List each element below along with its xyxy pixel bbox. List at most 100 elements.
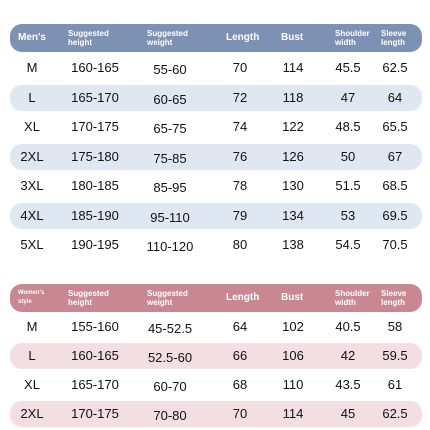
- cell: 58: [387, 319, 403, 334]
- cell: 45: [340, 406, 356, 421]
- cell: 70.5: [382, 237, 408, 252]
- cell: 45.5: [335, 60, 361, 75]
- cell: 69.5: [382, 207, 408, 223]
- cell: 52.5-60: [147, 350, 193, 365]
- cell: 70-80: [153, 408, 187, 423]
- cell: 65.5: [382, 119, 408, 134]
- row-band: [10, 202, 422, 229]
- cell: 79: [232, 207, 248, 223]
- header-cell: Length: [226, 32, 260, 43]
- cell: 85-95: [153, 180, 187, 195]
- cell: 185-190: [71, 207, 119, 223]
- header-cell: Bust: [281, 32, 304, 43]
- cell: 76: [232, 148, 248, 164]
- cell: XL: [24, 377, 40, 392]
- row-band: [10, 401, 422, 427]
- cell: 160-165: [71, 60, 119, 75]
- cell: 134: [282, 207, 304, 223]
- cell: 4XL: [20, 207, 44, 223]
- cell: 48.5: [335, 119, 361, 134]
- cell: 114: [282, 406, 304, 421]
- header-cell: Suggested height: [68, 289, 109, 307]
- cell: 68: [232, 377, 248, 392]
- cell: 51.5: [335, 178, 361, 193]
- cell: 66: [232, 348, 248, 363]
- cell: 53: [340, 207, 356, 223]
- cell: 61: [387, 377, 403, 392]
- cell: 59.5: [382, 348, 408, 363]
- cell: 130: [282, 178, 304, 193]
- cell: 65-75: [153, 121, 187, 136]
- cell: 68.5: [382, 178, 408, 193]
- header-cell: Shoulder width: [335, 289, 370, 307]
- cell: 70: [232, 406, 248, 421]
- cell: 62.5: [382, 406, 408, 421]
- cell: 70: [232, 60, 248, 75]
- row-band: [10, 343, 422, 369]
- cell: 180-185: [71, 178, 119, 193]
- header-cell: Bust: [281, 292, 304, 303]
- cell: 165-170: [71, 89, 119, 105]
- cell: L: [28, 348, 36, 363]
- cell: 40.5: [335, 319, 361, 334]
- cell: 170-175: [71, 119, 119, 134]
- cell: 110: [282, 377, 304, 392]
- cell: M: [26, 319, 38, 334]
- cell: M: [26, 60, 38, 75]
- cell: 72: [232, 89, 248, 105]
- cell: 175-180: [71, 148, 119, 164]
- cell: 42: [340, 348, 356, 363]
- cell: 67: [387, 148, 403, 164]
- cell: 64: [387, 89, 403, 105]
- row-band: [10, 143, 422, 170]
- row-band: [10, 84, 422, 111]
- cell: 2XL: [20, 406, 44, 421]
- cell: 43.5: [335, 377, 361, 392]
- header-bar: [10, 24, 422, 52]
- cell: 102: [282, 319, 304, 334]
- cell: 55-60: [153, 62, 187, 77]
- cell: 95-110: [150, 209, 190, 225]
- header-cell: Suggested weight: [147, 29, 188, 47]
- cell: 5XL: [20, 237, 44, 252]
- header-cell: Suggested height: [68, 29, 109, 47]
- header-cell: Men's: [18, 32, 46, 43]
- cell: 50: [340, 148, 356, 164]
- cell: 138: [282, 237, 304, 252]
- cell: 60-65: [153, 91, 187, 107]
- cell: 118: [282, 89, 304, 105]
- header-cell: Sleeve length: [381, 289, 407, 307]
- cell: 2XL: [20, 148, 44, 164]
- cell: 110-120: [146, 239, 194, 254]
- cell: 60-70: [153, 379, 187, 394]
- header-bar: [10, 284, 422, 312]
- cell: 106: [282, 348, 304, 363]
- header-cell: Suggested weight: [147, 289, 188, 307]
- cell: 114: [282, 60, 304, 75]
- cell: 155-160: [71, 319, 119, 334]
- cell: 47: [340, 89, 356, 105]
- cell: XL: [24, 119, 40, 134]
- cell: 165-170: [71, 377, 119, 392]
- cell: 45-52.5: [147, 321, 193, 336]
- cell: 54.5: [335, 237, 361, 252]
- header-cell: Women's style: [18, 290, 45, 305]
- cell: 75-85: [153, 150, 187, 166]
- cell: 80: [232, 237, 248, 252]
- cell: 160-165: [71, 348, 119, 363]
- header-cell: Shoulder width: [335, 29, 370, 47]
- cell: 78: [232, 178, 248, 193]
- cell: 3XL: [20, 178, 44, 193]
- cell: L: [28, 89, 36, 105]
- header-cell: Sleeve length: [381, 29, 407, 47]
- cell: 74: [232, 119, 248, 134]
- cell: 62.5: [382, 60, 408, 75]
- cell: 126: [282, 148, 304, 164]
- cell: 64: [232, 319, 248, 334]
- header-cell: Length: [226, 292, 260, 303]
- cell: 190-195: [71, 237, 119, 252]
- cell: 122: [282, 119, 304, 134]
- cell: 170-175: [71, 406, 119, 421]
